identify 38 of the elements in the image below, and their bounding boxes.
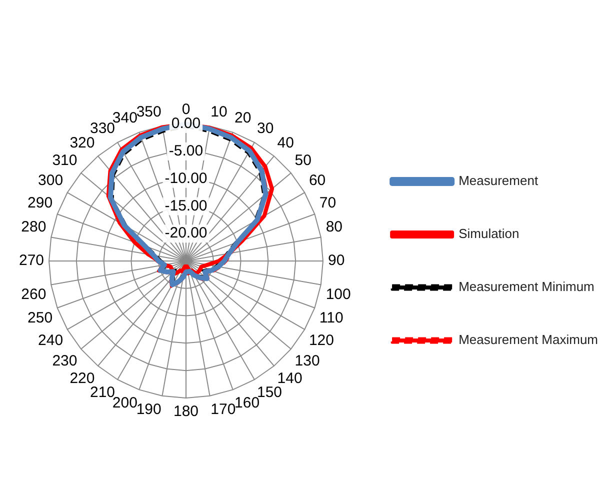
spoke-label: 270 [18, 252, 44, 270]
spoke-label: 300 [38, 172, 64, 190]
spoke-label: 230 [52, 352, 78, 370]
y-tick-label: -20.00 [164, 224, 208, 242]
spoke-label: 310 [52, 152, 78, 169]
legend-label: Simulation [458, 226, 520, 242]
y-tick-label: -5.00 [168, 142, 204, 160]
spoke-label: 90 [328, 252, 345, 270]
spoke-label: 140 [277, 370, 302, 387]
spoke-label: 60 [308, 172, 326, 190]
spoke-label: 160 [234, 394, 260, 412]
spoke-label: 220 [70, 370, 95, 387]
spoke-label: 50 [294, 152, 312, 169]
spoke-label: 290 [28, 194, 53, 212]
spoke-label: 250 [28, 310, 53, 327]
y-tick-label: -15.00 [164, 197, 208, 214]
legend-label: Measurement Maximum [458, 332, 598, 348]
spoke-label: 260 [21, 286, 46, 303]
spoke-label: 130 [294, 352, 320, 370]
spoke-label: 20 [234, 110, 252, 127]
spoke-label: 240 [38, 332, 64, 350]
spoke-label: 40 [277, 134, 294, 152]
legend-label: Measurement [458, 173, 538, 188]
spoke-label: 180 [173, 403, 199, 420]
spoke-label: 80 [326, 218, 343, 236]
spoke-label: 320 [70, 134, 95, 152]
legend-label: Measurement Minimum [458, 279, 594, 294]
spoke-label: 10 [210, 103, 228, 120]
spoke-label: 30 [256, 120, 274, 138]
spoke-label: 120 [308, 332, 334, 350]
spoke-label: 190 [136, 400, 162, 418]
spoke-label: 170 [210, 400, 236, 418]
spoke-label: 350 [136, 103, 162, 120]
spoke-label: 280 [21, 218, 46, 236]
y-tick-label: -10.00 [164, 170, 208, 187]
spoke-label: 70 [319, 194, 336, 212]
spoke-label: 100 [326, 286, 351, 303]
spoke-label: 110 [319, 310, 344, 327]
